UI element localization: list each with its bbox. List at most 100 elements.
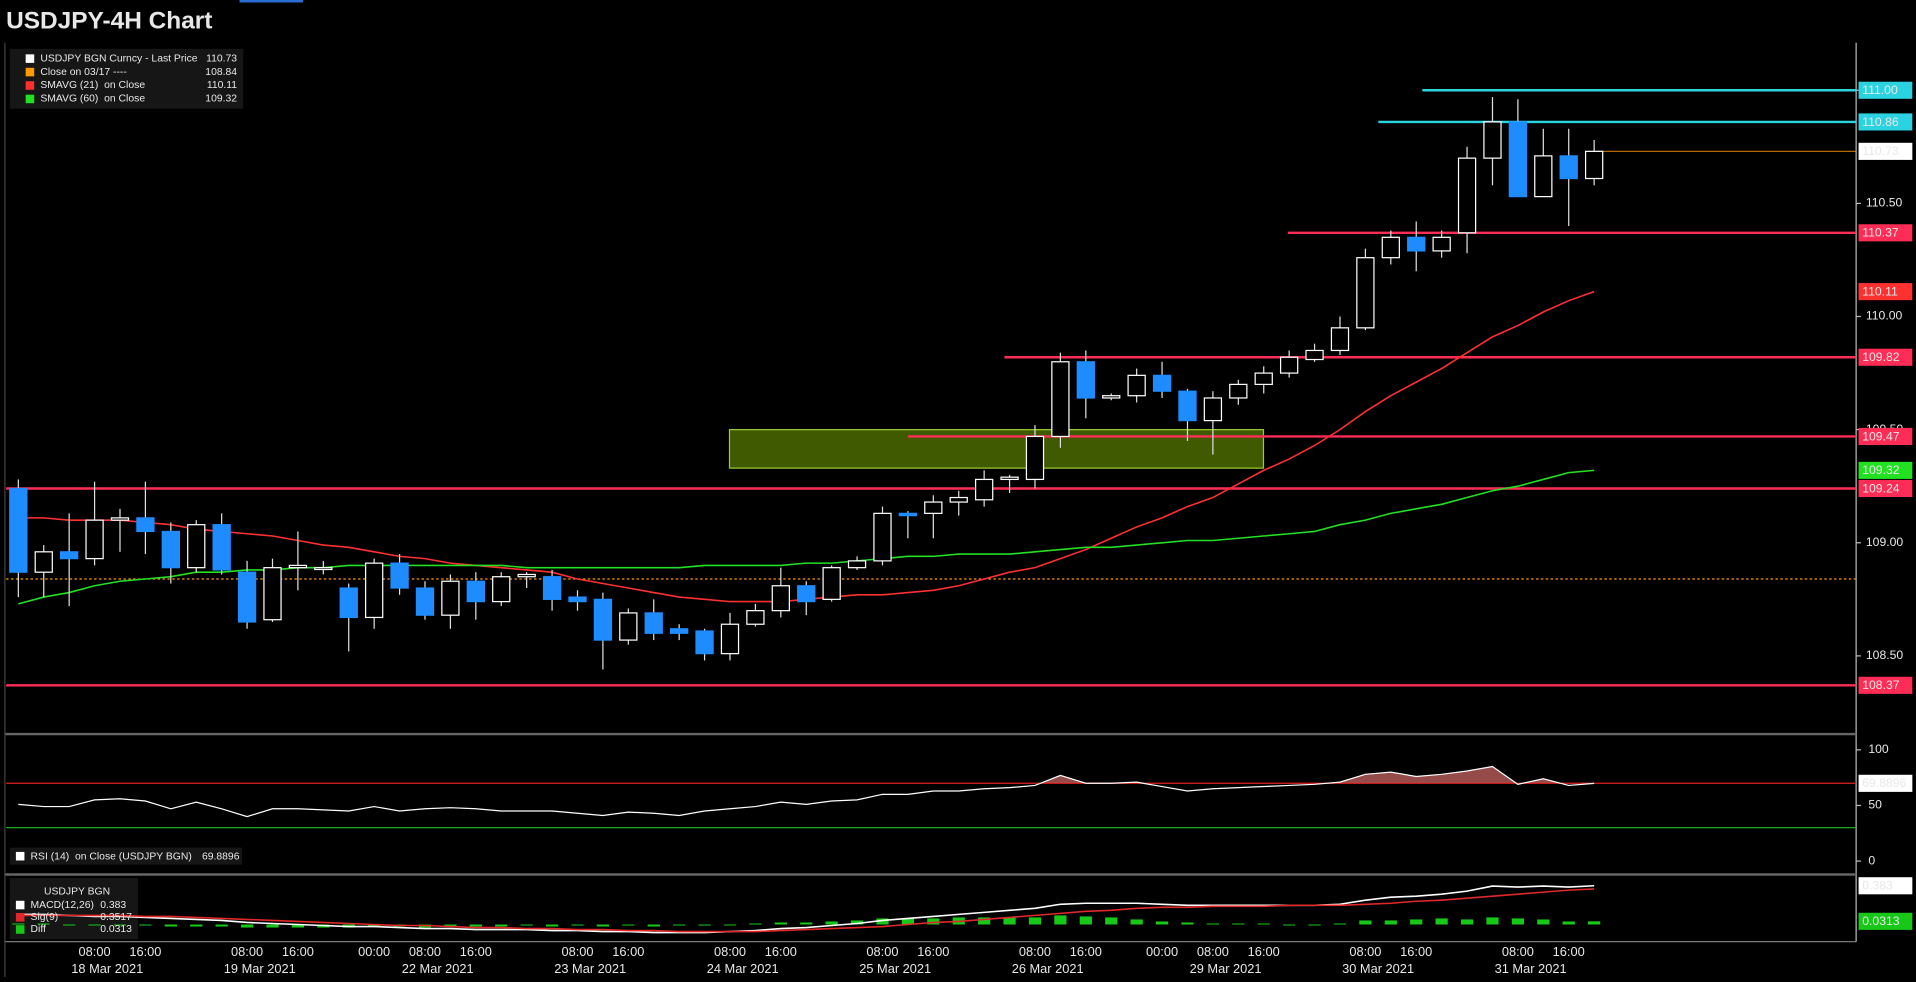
diff-bar <box>520 924 533 926</box>
candle-body <box>339 587 358 619</box>
rsi-line <box>18 765 1595 818</box>
diff-bar <box>749 923 762 925</box>
candle-body <box>59 551 79 560</box>
legend-swatch <box>15 851 25 861</box>
level-label: 109.24 <box>1862 481 1900 495</box>
diff-bar <box>1003 917 1016 925</box>
diff-bar <box>1537 919 1550 925</box>
macd-label: 0.383 <box>1862 879 1893 893</box>
diff-bar <box>1588 921 1601 925</box>
x-tick-label: 16:00 <box>1553 944 1585 959</box>
tab-indicator <box>239 0 304 3</box>
x-date-label: 26 Mar 2021 <box>1012 961 1084 976</box>
diff-bar <box>63 924 76 926</box>
candle-body <box>1330 327 1350 352</box>
candle-body <box>1051 361 1070 438</box>
diff-bar <box>1308 924 1321 926</box>
candle-body <box>898 512 918 517</box>
x-tick-label: 16:00 <box>1070 944 1102 959</box>
legend-swatch <box>15 900 25 910</box>
diff-bar <box>1181 922 1194 925</box>
x-tick-label: 16:00 <box>282 944 314 959</box>
diff-bar <box>1511 918 1525 925</box>
legend-value: 110.73 <box>206 53 237 64</box>
x-date-label: 18 Mar 2021 <box>71 961 143 976</box>
candle-body <box>669 628 689 634</box>
candle-body <box>619 612 638 641</box>
x-tick-label: 16:00 <box>129 944 161 959</box>
legend-swatch <box>25 94 35 104</box>
candle-body <box>1432 236 1451 252</box>
candle-body <box>593 598 613 641</box>
diff-bar <box>723 924 737 926</box>
diff-bar <box>673 924 686 926</box>
diff-bar <box>1486 917 1499 925</box>
candle-body <box>644 612 663 634</box>
diff-bar <box>240 924 254 928</box>
candle-body <box>974 478 994 501</box>
signal-line <box>18 888 1595 933</box>
candle-body <box>466 580 485 603</box>
candle-body <box>1356 257 1375 329</box>
x-tick-label: 08:00 <box>714 944 746 959</box>
level-label-bg <box>1858 224 1913 242</box>
legend-value: 69.8896 <box>202 852 240 863</box>
legend-value: 109.32 <box>205 94 237 105</box>
legend-name: Diff <box>31 924 46 935</box>
legend-name: RSI (14) on Close (USDJPY BGN) <box>31 852 192 863</box>
last-price-label: 110.73 <box>1862 144 1899 158</box>
diff-bar <box>1460 919 1474 925</box>
candle-body <box>1254 372 1273 386</box>
candle-body <box>695 630 714 655</box>
diff-bar <box>1410 919 1423 925</box>
y-tick-label: 110.50 <box>1866 196 1903 210</box>
y-tick-label: 110.00 <box>1866 309 1903 323</box>
legend-value: 0.383 <box>100 900 126 911</box>
candle-body <box>1152 374 1172 392</box>
candle-body <box>924 501 943 514</box>
legend-value: 110.11 <box>207 80 237 91</box>
diff-bar <box>368 924 381 927</box>
diff-bar <box>1257 923 1270 925</box>
rsi-label-bg <box>1858 774 1913 792</box>
candle-body <box>873 512 892 562</box>
x-tick-label: 08:00 <box>561 944 593 959</box>
diff-label: 0.0313 <box>1862 914 1900 928</box>
x-date-label: 23 Mar 2021 <box>554 961 626 976</box>
diff-bar <box>698 924 711 926</box>
candle-body <box>187 524 206 569</box>
legend-name: Sig(9) <box>31 912 59 923</box>
diff-bar <box>596 924 610 927</box>
diff-bar <box>291 924 305 928</box>
x-date-label: 22 Mar 2021 <box>402 961 474 976</box>
sma-label: 109.32 <box>1862 463 1900 477</box>
candle-body <box>1381 236 1400 259</box>
diff-bar <box>1079 916 1092 925</box>
diff-bar <box>1384 920 1397 925</box>
x-tick-label: 08:00 <box>866 944 898 959</box>
diff-bar <box>1283 924 1296 926</box>
macd-label-bg <box>1858 877 1913 895</box>
candle-body <box>415 587 435 616</box>
candle-body <box>364 562 384 619</box>
diff-bar <box>190 924 203 927</box>
diff-bar <box>88 924 101 926</box>
diff-bar <box>495 924 508 927</box>
legend-value: 108.84 <box>205 67 237 78</box>
level-label: 108.37 <box>1862 678 1900 692</box>
macd-legend-box <box>9 878 139 940</box>
diff-label-bg <box>1858 912 1913 930</box>
diff-bar <box>774 922 787 925</box>
level-label-bg <box>1858 81 1913 99</box>
legend-bg <box>9 847 242 865</box>
legend-name: MACD(12,26) <box>31 900 94 911</box>
candle-body <box>746 610 765 625</box>
level-label-bg <box>1858 348 1913 366</box>
x-date-label: 31 Mar 2021 <box>1495 961 1567 976</box>
x-tick-label: 16:00 <box>612 944 644 959</box>
legend-name: SMAVG (60) on Close <box>40 94 145 105</box>
diff-bar <box>164 924 177 927</box>
